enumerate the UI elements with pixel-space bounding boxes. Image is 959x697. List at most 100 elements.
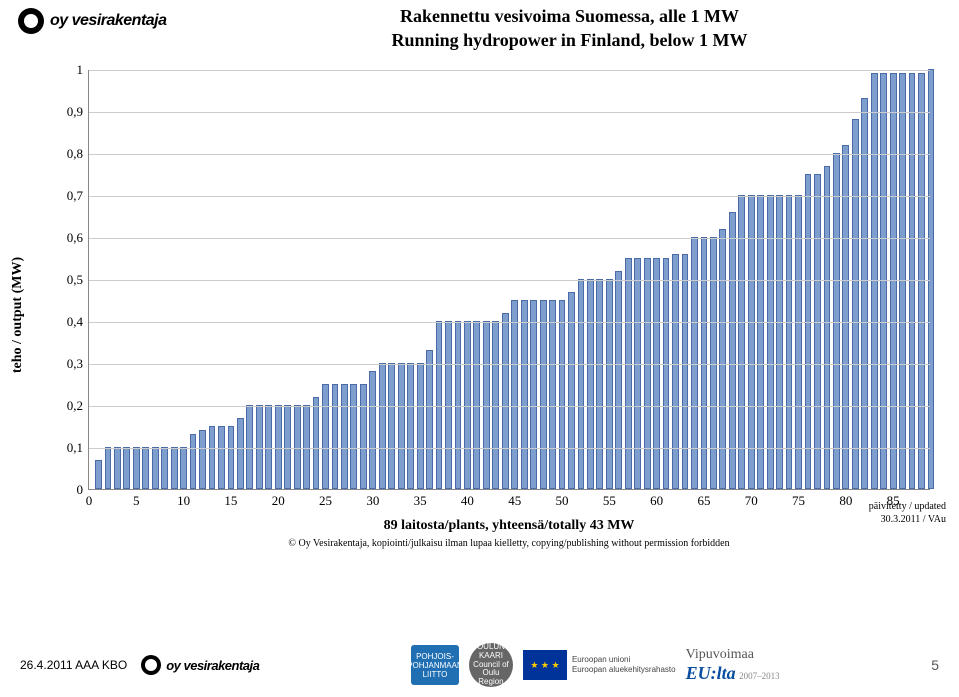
- y-tick-label: 0,1: [67, 440, 83, 456]
- bar: [918, 73, 925, 489]
- x-tick-label: 55: [603, 493, 616, 509]
- bar: [890, 73, 897, 489]
- bar: [701, 237, 708, 489]
- logo-text: oy vesirakentaja: [166, 658, 259, 673]
- footer-left: 26.4.2011 AAA KBO oy vesirakentaja: [20, 655, 259, 675]
- bar: [379, 363, 386, 489]
- y-tick-label: 0,9: [67, 104, 83, 120]
- bar: [294, 405, 301, 489]
- bar: [237, 418, 244, 489]
- bar: [710, 237, 717, 489]
- x-tick-label: 75: [792, 493, 805, 509]
- bar: [341, 384, 348, 489]
- footer-date: 26.4.2011 AAA KBO: [20, 658, 127, 672]
- gridline: [89, 364, 930, 365]
- logo-text: oy vesirakentaja: [50, 12, 167, 30]
- sponsor-pohjois: POHJOIS-POHJANMAANLIITTO: [411, 645, 459, 685]
- gridline: [89, 112, 930, 113]
- bar: [199, 430, 206, 489]
- bar: [540, 300, 547, 489]
- x-tick-label: 0: [86, 493, 93, 509]
- bar: [256, 405, 263, 489]
- bar: [691, 237, 698, 489]
- updated-line-2: 30.3.2011 / VAu: [869, 513, 946, 526]
- bar: [426, 350, 433, 489]
- bar: [455, 321, 462, 489]
- bar: [852, 119, 859, 489]
- bar: [483, 321, 490, 489]
- bar: [275, 405, 282, 489]
- bar: [587, 279, 594, 489]
- bar: [578, 279, 585, 489]
- gridline: [89, 70, 930, 71]
- bar: [502, 313, 509, 489]
- bar: [246, 405, 253, 489]
- x-tick-label: 15: [224, 493, 237, 509]
- bar: [218, 426, 225, 489]
- y-tick-label: 0,2: [67, 398, 83, 414]
- bar: [805, 174, 812, 489]
- updated-line-1: päivitetty / updated: [869, 500, 946, 513]
- bar: [871, 73, 878, 489]
- page-number: 5: [931, 657, 939, 673]
- bar: [332, 384, 339, 489]
- y-tick-label: 0,7: [67, 188, 83, 204]
- x-tick-label: 30: [366, 493, 379, 509]
- gridline: [89, 322, 930, 323]
- y-tick-label: 0,6: [67, 230, 83, 246]
- bar: [644, 258, 651, 489]
- chart-area: teho / output (MW) 00,10,20,30,40,50,60,…: [40, 70, 940, 560]
- bar: [228, 426, 235, 489]
- vipu-1: Vipuvoimaa: [686, 647, 754, 662]
- plot-area: 00,10,20,30,40,50,60,70,80,9105101520253…: [88, 70, 930, 490]
- y-tick-label: 0,3: [67, 356, 83, 372]
- x-tick-label: 25: [319, 493, 332, 509]
- bar: [521, 300, 528, 489]
- bar: [757, 195, 764, 489]
- header-logo: oy vesirakentaja: [18, 8, 167, 34]
- eu-text: Euroopan unioni Euroopan aluekehitysraha…: [572, 655, 676, 674]
- updated-box: päivitetty / updated 30.3.2011 / VAu: [869, 500, 946, 526]
- bar: [369, 371, 376, 489]
- bar: [95, 460, 102, 489]
- bar: [738, 195, 745, 489]
- bar: [388, 363, 395, 489]
- bar: [171, 447, 178, 489]
- bar: [161, 447, 168, 489]
- bar: [786, 195, 793, 489]
- footer-logo: oy vesirakentaja: [141, 655, 259, 675]
- logo-icon: [18, 8, 44, 34]
- bar: [767, 195, 774, 489]
- bar: [313, 397, 320, 489]
- y-tick-label: 0,8: [67, 146, 83, 162]
- footer-sponsors: POHJOIS-POHJANMAANLIITTO OULUNKAARICounc…: [411, 643, 780, 687]
- bar: [360, 384, 367, 489]
- x-tick-label: 10: [177, 493, 190, 509]
- bar: [303, 405, 310, 489]
- title-line-1: Rakennettu vesivoima Suomessa, alle 1 MW: [210, 4, 929, 28]
- bar: [549, 300, 556, 489]
- bar: [407, 363, 414, 489]
- y-tick-label: 0: [77, 482, 84, 498]
- bar: [114, 447, 121, 489]
- y-tick-label: 1: [77, 62, 84, 78]
- bar: [436, 321, 443, 489]
- sponsor-oulu: OULUNKAARICouncil of Oulu Region: [469, 643, 513, 687]
- vipu-3: 2007–2013: [739, 671, 780, 681]
- bar: [672, 254, 679, 489]
- eu-text-2: Euroopan aluekehitysrahasto: [572, 665, 676, 675]
- gridline: [89, 238, 930, 239]
- bar: [833, 153, 840, 489]
- bar: [464, 321, 471, 489]
- bar: [417, 363, 424, 489]
- gridline: [89, 154, 930, 155]
- vipu-2: EU:lta: [686, 663, 736, 683]
- bar: [880, 73, 887, 489]
- vipuvoimaa-logo: Vipuvoimaa EU:lta 2007–2013: [686, 647, 780, 684]
- x-tick-label: 45: [508, 493, 521, 509]
- bar: [748, 195, 755, 489]
- gridline: [89, 448, 930, 449]
- x-tick-label: 20: [272, 493, 285, 509]
- bar: [899, 73, 906, 489]
- eu-block: ★ ★ ★ Euroopan unioni Euroopan aluekehit…: [523, 650, 676, 680]
